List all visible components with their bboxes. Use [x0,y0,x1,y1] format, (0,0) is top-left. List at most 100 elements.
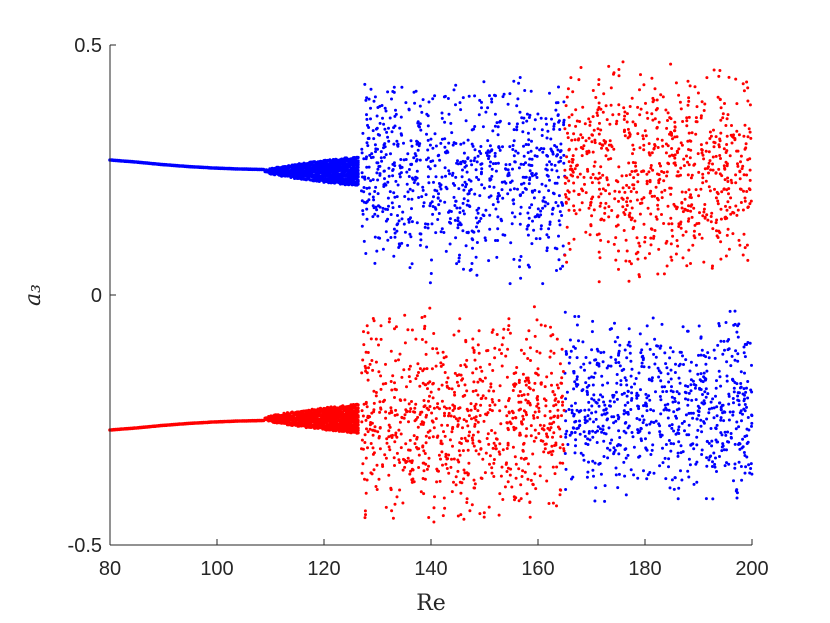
data-point [430,411,434,415]
data-point [378,173,382,177]
data-point [625,383,629,387]
data-point [451,171,455,175]
data-point [675,174,679,178]
data-point [524,383,528,387]
data-point [402,416,406,420]
data-point [684,358,688,362]
data-point [556,400,560,404]
data-point [363,433,367,437]
data-point [731,377,735,381]
data-point [519,456,523,460]
data-point [662,171,666,174]
data-point [615,381,619,385]
data-point [598,461,602,465]
data-point [582,175,586,179]
data-point [533,173,537,177]
data-point [671,350,675,354]
data-point [421,185,425,189]
data-point [695,417,699,421]
data-point [575,164,578,168]
data-point [459,513,463,517]
data-point [500,364,504,368]
data-point [476,420,480,424]
data-point [741,412,744,416]
data-point [600,374,604,378]
data-point [455,380,459,384]
data-point [414,154,418,158]
data-point [740,167,744,171]
data-point [600,146,603,150]
data-point [653,337,657,341]
data-point [584,442,588,446]
data-point [674,163,678,167]
data-point [612,242,616,246]
data-point [379,407,383,411]
data-point [408,266,412,270]
data-point [623,448,627,451]
data-point [526,376,530,380]
data-point [731,413,735,417]
data-point [567,179,571,183]
data-point [567,197,571,201]
data-point [384,153,388,157]
data-point [507,324,511,328]
data-point [590,330,594,334]
data-point [726,180,730,183]
data-point [484,208,488,212]
data-point [587,206,591,210]
data-point [626,136,630,140]
data-point [750,424,753,428]
data-point [743,246,747,250]
data-point [366,351,370,354]
data-point [554,397,558,401]
data-point [512,257,516,261]
data-point [572,414,576,418]
data-point [697,413,701,417]
data-point [367,136,371,140]
data-point [602,350,606,354]
data-point [654,215,658,219]
data-point [373,261,377,265]
data-point [377,343,380,347]
data-point [568,433,572,437]
data-point [467,94,471,98]
data-point [473,94,477,98]
data-point [522,352,526,356]
data-point [582,144,586,148]
data-point [402,368,406,372]
data-point [558,488,562,492]
data-point [421,445,425,449]
data-point [527,182,531,186]
data-point [700,148,704,152]
data-point [568,355,572,359]
data-point [723,178,727,182]
data-point [568,167,572,171]
data-point [609,364,613,368]
data-point [662,408,666,412]
data-point [525,427,529,431]
data-point [608,139,612,143]
data-point [603,206,607,210]
data-point [671,234,675,238]
data-point [614,466,618,470]
data-point [686,385,690,388]
data-point [527,138,531,142]
data-point [617,249,620,253]
data-point [460,175,464,179]
data-point [371,155,375,159]
data-point [623,190,627,194]
data-point [413,101,417,105]
data-point [407,220,411,224]
data-point [629,190,633,193]
data-point [661,95,665,99]
data-point [524,187,528,191]
data-point [687,96,691,100]
data-point [391,374,395,378]
data-point [521,448,525,452]
data-point [553,144,557,147]
data-point [466,231,470,235]
data-point [626,401,630,405]
data-point [408,410,412,413]
data-point [707,161,711,165]
data-point [699,116,703,120]
